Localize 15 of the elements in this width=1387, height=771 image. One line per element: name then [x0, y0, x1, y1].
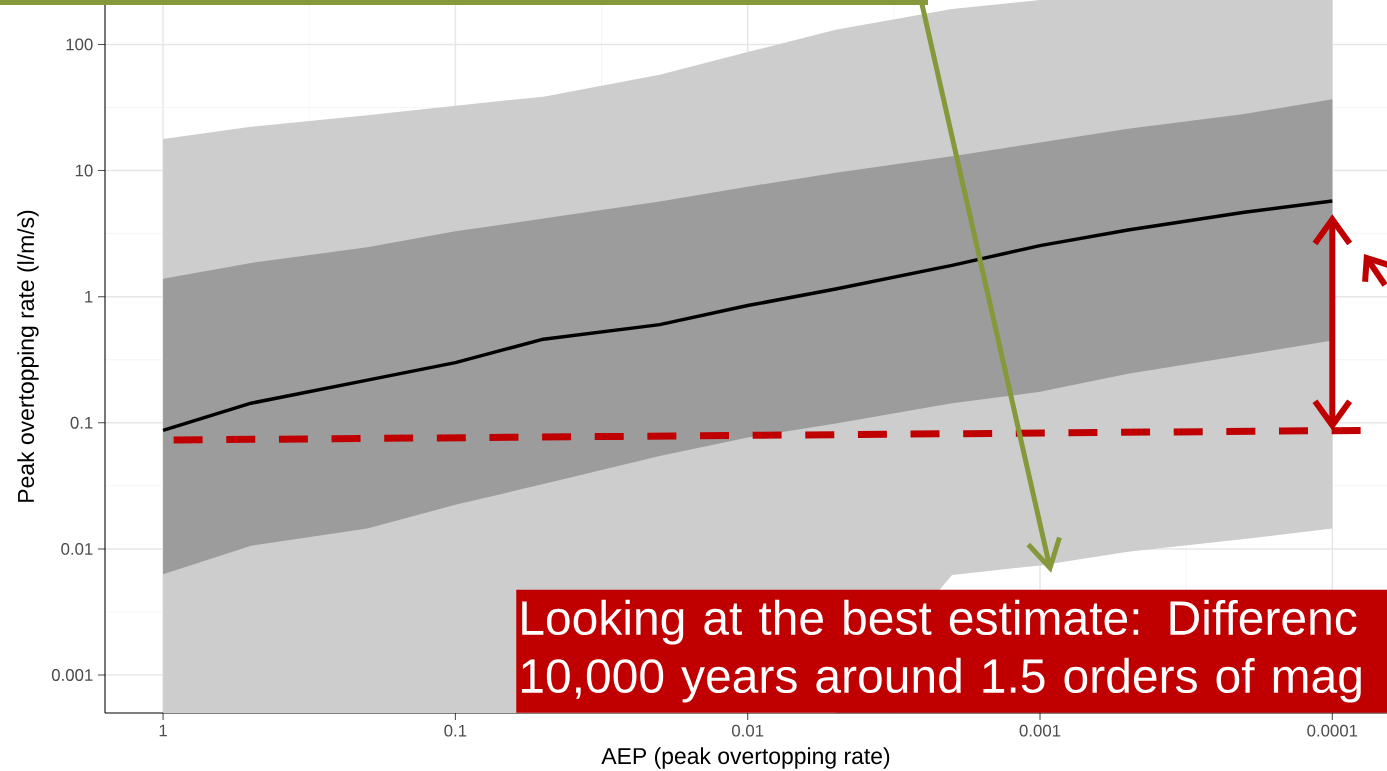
x-tick-label: 0.01: [731, 724, 764, 737]
y-tick-label: 100: [66, 38, 93, 51]
x-tick-label: 0.0001: [1307, 724, 1358, 737]
annotation: 10,000 years around 1.5 orders of mag: [521, 657, 1361, 703]
y-tick-label: 1: [85, 290, 93, 303]
annotation: Looking at the best estimate: Differenc: [522, 599, 1357, 645]
x-tick-label: 0.1: [444, 724, 467, 737]
x-axis-title: AEP (peak overtopping rate): [601, 747, 890, 769]
y-tick-label: 10: [75, 164, 93, 177]
y-tick-label: 0.001: [51, 669, 93, 681]
x-tick-label: 0.001: [1019, 724, 1061, 737]
x-tick-label: 1: [159, 724, 167, 737]
y-axis-title: Peak overtopping rate (l/m/s): [17, 210, 39, 502]
y-tick-label: 0.1: [70, 416, 93, 429]
y-tick-label: 0.01: [61, 542, 93, 555]
